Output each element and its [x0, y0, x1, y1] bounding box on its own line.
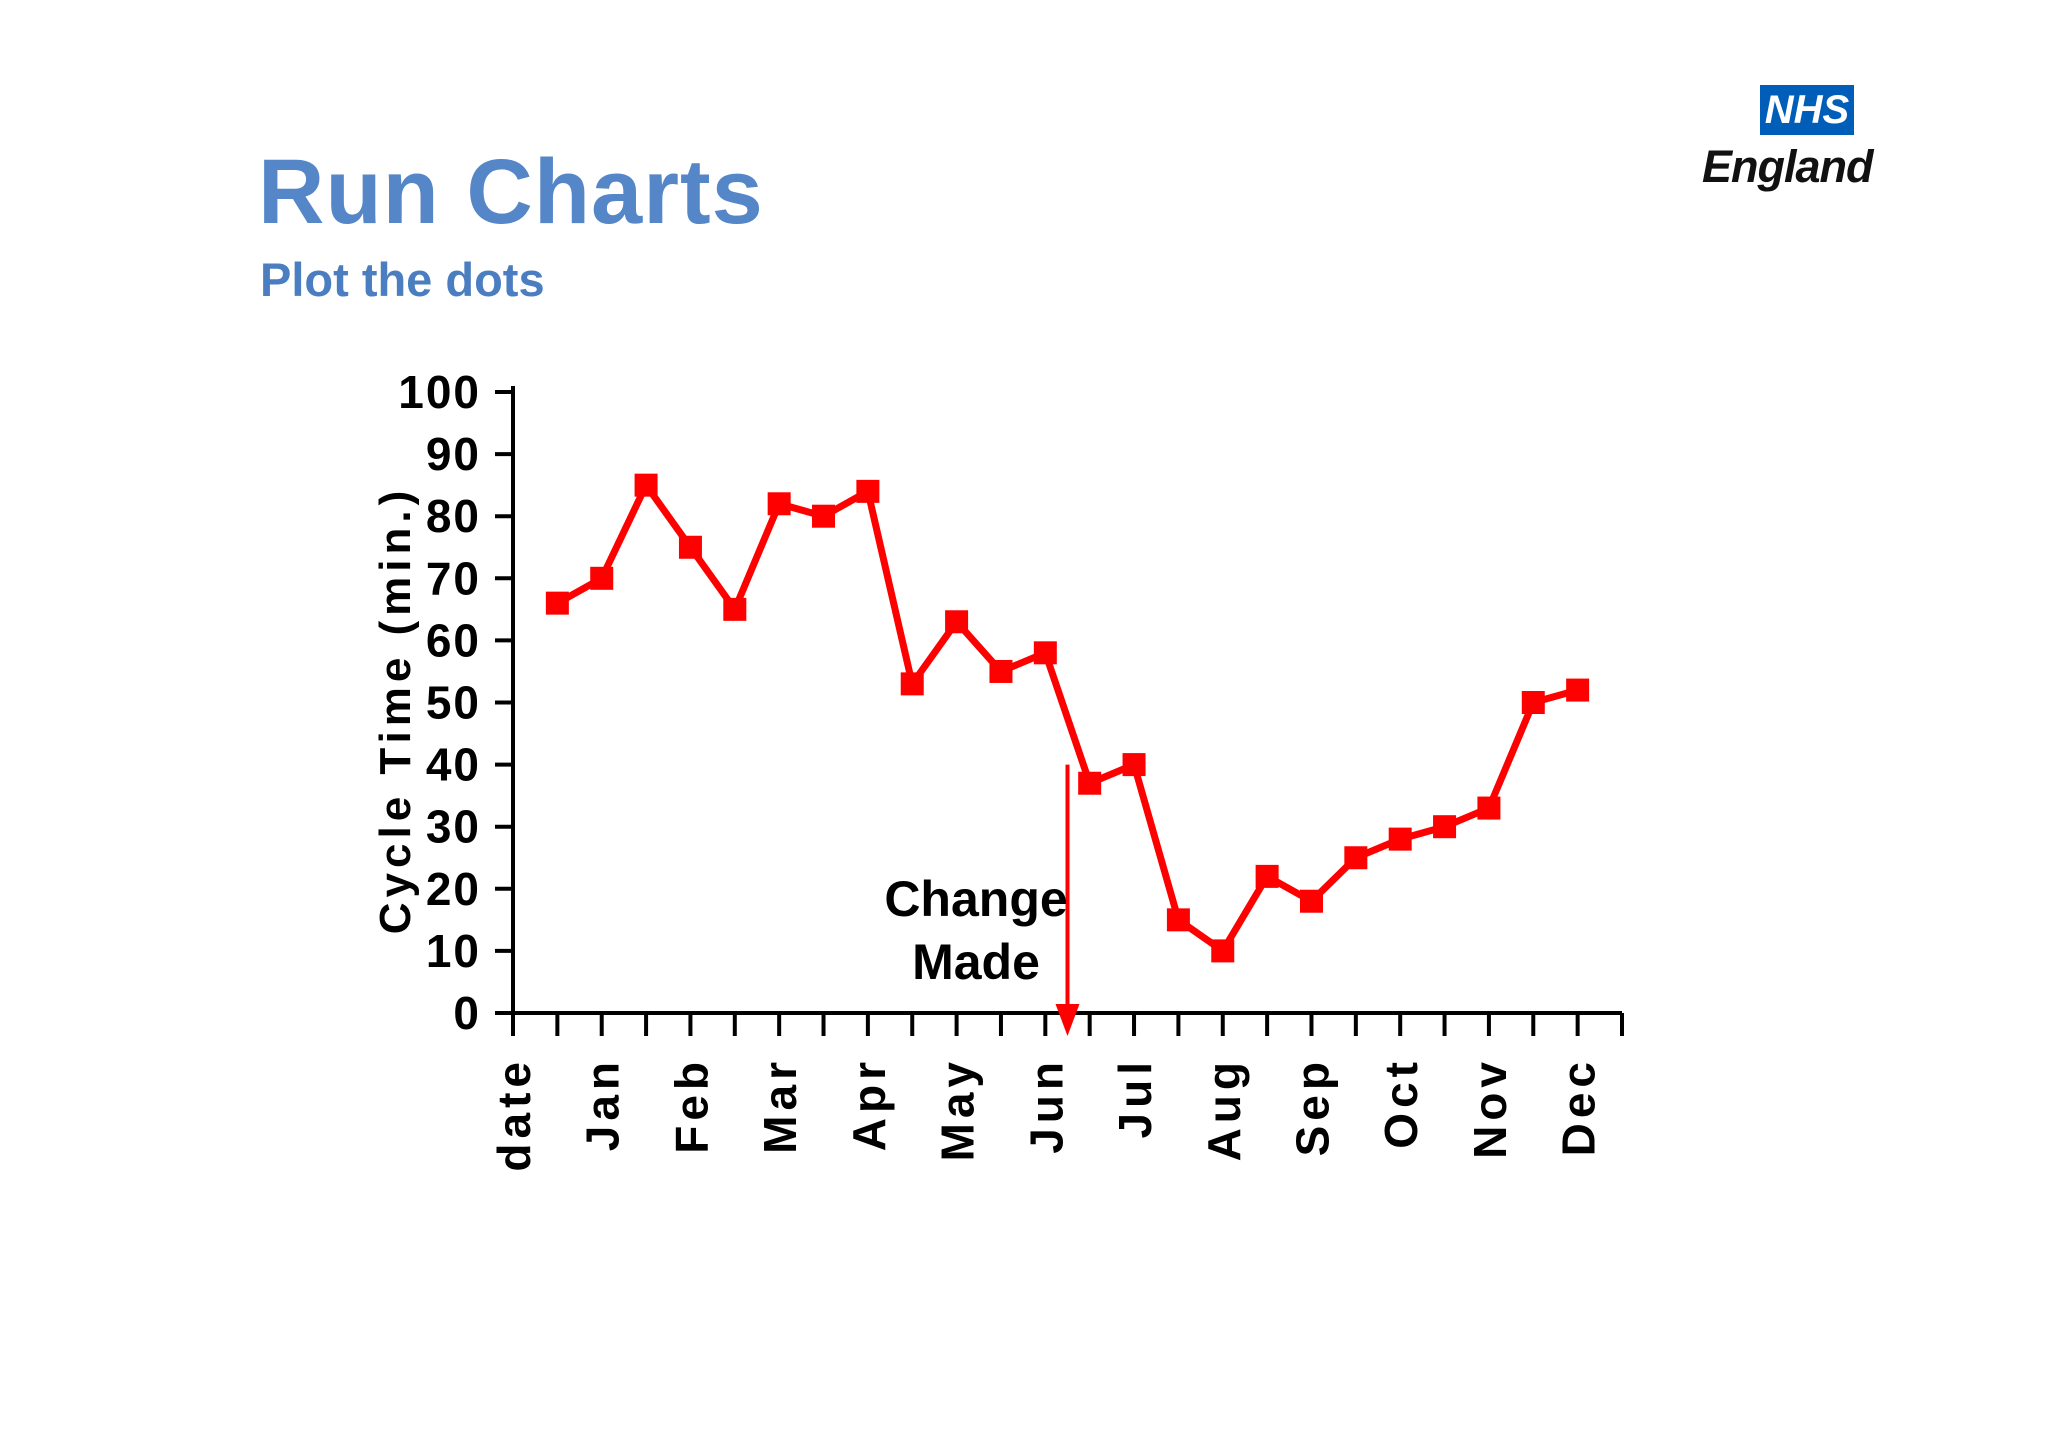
data-point-marker — [856, 479, 880, 503]
data-point-marker — [1255, 864, 1279, 888]
x-tick-label: Dec — [1553, 1057, 1605, 1156]
data-point-marker — [945, 610, 969, 634]
x-tick-label: Apr — [843, 1057, 895, 1151]
y-tick-label: 10 — [426, 925, 481, 977]
nhs-logo-text: NHS — [1764, 87, 1850, 132]
y-tick-label: 80 — [426, 490, 481, 542]
data-point-marker — [678, 535, 702, 559]
data-point-marker — [723, 597, 747, 621]
data-point-marker — [1033, 641, 1057, 665]
data-point-marker — [812, 504, 836, 528]
x-tick-label: Jul — [1109, 1057, 1161, 1138]
data-point-marker — [1566, 678, 1590, 702]
data-point-marker — [767, 492, 791, 516]
data-point-marker — [1166, 908, 1190, 932]
y-tick-label: 50 — [426, 677, 481, 729]
y-tick-label: 100 — [398, 366, 481, 418]
data-point-marker — [900, 672, 924, 696]
change-arrow-head — [1055, 1004, 1080, 1036]
y-tick-label: 60 — [426, 614, 481, 666]
data-point-marker — [1211, 939, 1235, 963]
y-tick-label: 70 — [426, 552, 481, 604]
x-tick-label: Jun — [1020, 1057, 1072, 1154]
data-point-marker — [1299, 889, 1323, 913]
y-tick-label: 90 — [426, 428, 481, 480]
annotation-line2: Made — [912, 934, 1040, 990]
data-point-marker — [1078, 771, 1102, 795]
data-point-marker — [1477, 796, 1501, 820]
y-tick-label: 20 — [426, 863, 481, 915]
y-tick-label: 30 — [426, 801, 481, 853]
x-tick-label: May — [932, 1057, 984, 1161]
x-tick-label: Mar — [754, 1057, 806, 1154]
data-point-marker — [1122, 753, 1146, 777]
data-point-marker — [1521, 691, 1545, 714]
data-point-marker — [634, 473, 658, 497]
x-tick-label: Oct — [1375, 1057, 1427, 1149]
nhs-logo-box: NHS — [1760, 85, 1854, 135]
data-point-marker — [1388, 827, 1412, 851]
x-tick-label: Nov — [1464, 1057, 1516, 1159]
y-tick-label: 40 — [426, 739, 481, 791]
x-tick-label: date — [488, 1057, 540, 1172]
data-point-marker — [590, 566, 614, 590]
x-tick-label: Feb — [665, 1057, 717, 1154]
y-tick-label: 0 — [453, 987, 481, 1039]
x-tick-label: Jan — [577, 1057, 629, 1151]
x-tick-label: Sep — [1286, 1057, 1338, 1156]
nhs-england-logo: NHS England — [1702, 85, 1874, 192]
data-point-marker — [545, 591, 569, 615]
data-point-marker — [1344, 846, 1368, 870]
page-title: Run Charts — [258, 141, 764, 243]
data-point-marker — [989, 659, 1013, 683]
annotation-line1: Change — [884, 871, 1067, 927]
nhs-england-text: England — [1702, 141, 1874, 192]
page-subtitle: Plot the dots — [260, 253, 545, 306]
data-point-marker — [1433, 815, 1457, 839]
y-axis-title: Cycle Time (min.) — [371, 486, 420, 935]
x-tick-label: Aug — [1198, 1057, 1250, 1161]
